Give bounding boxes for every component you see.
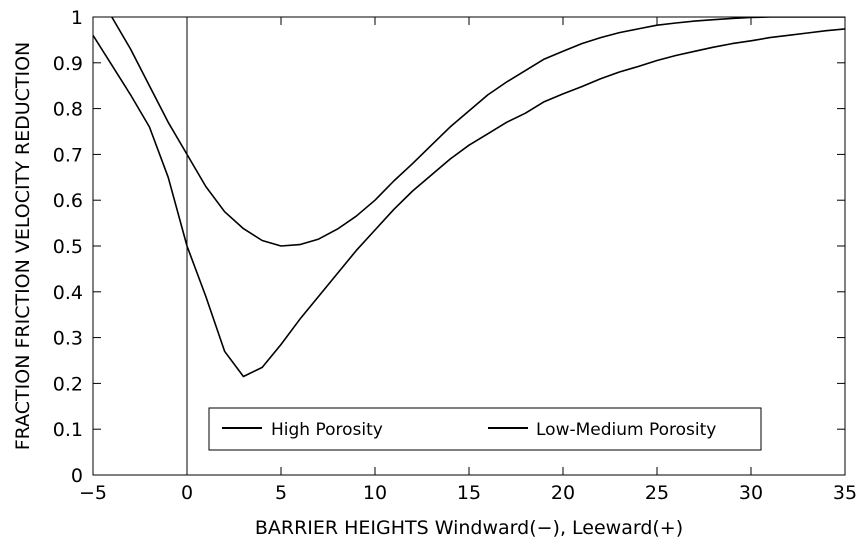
x-tick-label: 20	[551, 482, 575, 504]
y-tick-label: 0.1	[53, 419, 83, 441]
x-tick-label: 5	[275, 482, 287, 504]
series-line-high-porosity	[93, 28, 845, 378]
series-line-low-medium-porosity	[110, 17, 845, 247]
x-tick-label: 30	[739, 482, 763, 504]
y-tick-label: 0.9	[53, 53, 83, 75]
legend-label-high-porosity: High Porosity	[271, 420, 383, 440]
y-axis-label: FRACTION FRICTION VELOCITY REDUCTION	[12, 42, 34, 451]
x-tick-label: 15	[457, 482, 481, 504]
y-tick-label: 0.7	[53, 144, 83, 166]
series-layer	[93, 17, 845, 378]
y-tick-label: 0.8	[53, 99, 83, 121]
x-axis-label: BARRIER HEIGHTS Windward(−), Leeward(+)	[255, 517, 683, 539]
y-tick-label: 0	[71, 465, 83, 487]
x-tick-label: 35	[833, 482, 857, 504]
y-axis-ticks: 0 0.1 0.2 0.3 0.4 0.5 0.6 0.7 0.8 0.9 1	[53, 7, 845, 487]
y-tick-label: 0.5	[53, 236, 83, 258]
legend-box	[208, 407, 762, 451]
y-tick-label: 0.6	[53, 190, 83, 212]
y-tick-label: 0.2	[53, 373, 83, 395]
y-tick-label: 0.3	[53, 328, 83, 350]
legend: High Porosity Low-Medium Porosity	[208, 407, 762, 451]
x-tick-label: 0	[181, 482, 193, 504]
x-tick-label: 25	[645, 482, 669, 504]
x-axis-ticks: −5 0 5 10 15 20 25 30 35	[79, 17, 857, 504]
y-tick-label: 1	[71, 7, 83, 29]
x-tick-label: 10	[363, 482, 387, 504]
x-tick-label: −5	[79, 482, 107, 504]
y-tick-label: 0.4	[53, 282, 83, 304]
legend-label-low-medium-porosity: Low-Medium Porosity	[536, 420, 716, 440]
